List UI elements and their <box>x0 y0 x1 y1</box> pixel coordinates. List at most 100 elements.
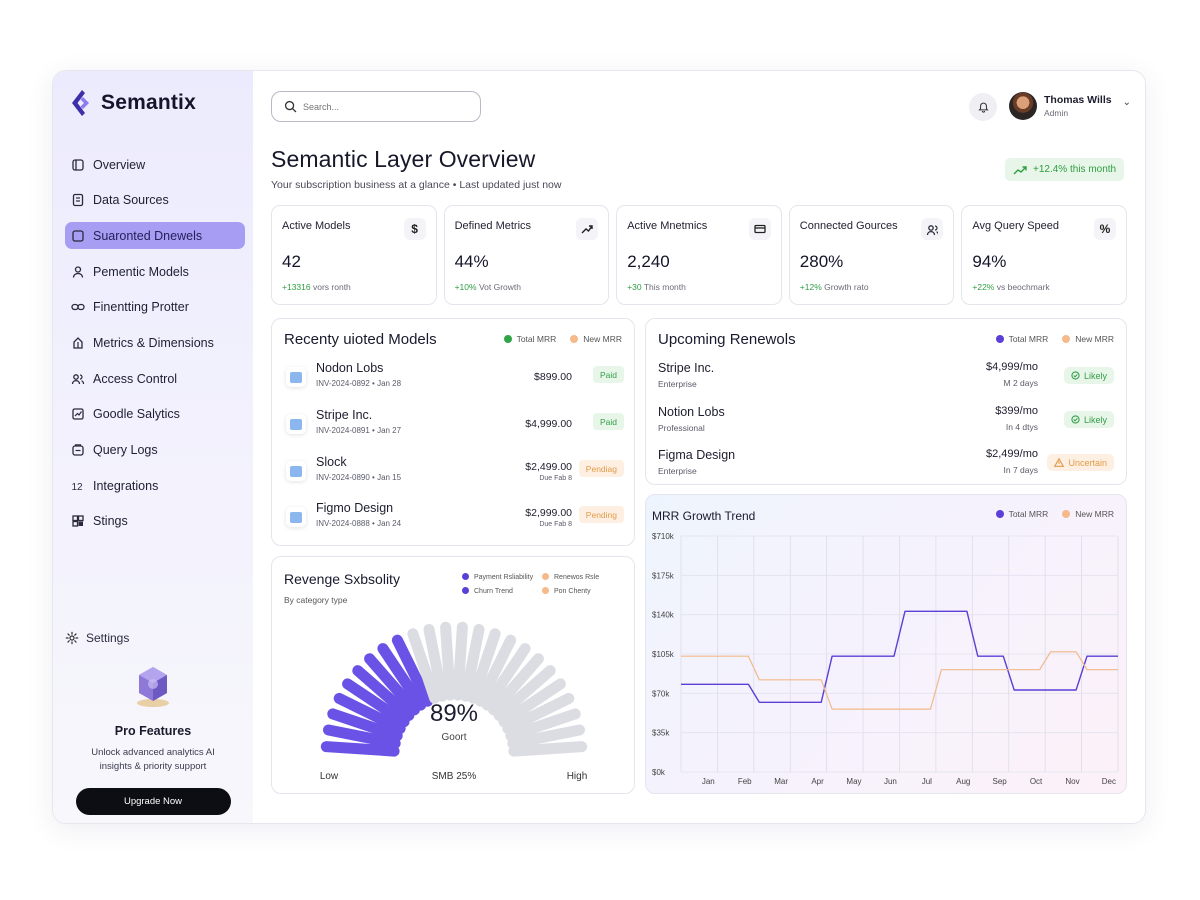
legend-label: New MRR <box>583 334 622 344</box>
kpi-value: 42 <box>282 252 301 271</box>
sidebar-item-data-sources[interactable]: Data Sources <box>65 187 245 214</box>
kpi-card[interactable]: Defined Metrics 44% +10% Vot Growth <box>443 205 610 305</box>
status-badge: Uncertain <box>1047 454 1114 471</box>
x-tick-label: May <box>846 777 861 786</box>
kpi-note: +10% Vot Growth <box>455 282 599 292</box>
page-subtitle: Your subscription business at a glance •… <box>271 179 562 191</box>
renewal-due: In 4 dtys <box>1005 422 1038 432</box>
sidebar-item-query-logs[interactable]: Query Logs <box>65 437 245 464</box>
y-tick-label: $35k <box>652 729 670 738</box>
logs-icon <box>71 443 85 457</box>
status-badge: Likely <box>1063 367 1114 384</box>
kpi-change: +13316 <box>282 282 311 292</box>
legend-item: Total MRR <box>503 334 556 344</box>
kpi-note: +13316 vors ronth <box>282 282 426 292</box>
kpi-card[interactable]: Connected Gources 280% +12% Growth rato <box>788 205 955 305</box>
status-badge-label: Likely <box>1083 414 1107 425</box>
legend: Total MRR New MRR <box>995 509 1114 519</box>
pro-card: Pro Features Unlock advanced analytics A… <box>53 665 253 815</box>
model-file-icon <box>286 367 306 387</box>
y-tick-label: $175k <box>652 571 675 580</box>
list-item[interactable]: Nodon Lobs INV-2024-0892 • Jan 28 $899.00 P… <box>284 361 624 401</box>
kpi-card[interactable]: Avg Query Speed% 94% +22% vs beochmark <box>961 205 1127 305</box>
model-file-icon <box>286 414 306 434</box>
kpi-change: +30 <box>627 282 642 292</box>
sidebar-item-label: Access Control <box>93 371 178 386</box>
gauge-segment <box>505 708 581 742</box>
user-menu[interactable]: Thomas Wills Admin ⌄ <box>1009 92 1131 120</box>
gauge-segment <box>342 678 410 728</box>
legend-item: New MRR <box>1062 509 1114 519</box>
list-item[interactable]: Slock INV-2024-0890 • Jan 15 $2,499.00 Due … <box>284 455 624 495</box>
trend-icon <box>576 218 599 240</box>
model-amount: $899.00 <box>534 371 572 383</box>
list-item[interactable]: Stripe Inc. INV-2024-0891 • Jan 27 $4,999.… <box>284 408 624 448</box>
growth-badge-text: +12.4% this month <box>1033 164 1117 175</box>
legend-item: Payment Rsliability <box>462 573 542 581</box>
sidebar-item-label: Metrics & Dimensions <box>93 335 214 350</box>
dollar-icon: $ <box>403 218 426 240</box>
sidebar-item-integrations[interactable]: 12 Integrations <box>65 472 245 499</box>
kpi-note-text: Vot Growth <box>478 282 522 292</box>
card-icon <box>748 218 771 240</box>
gauge-segment <box>440 621 456 701</box>
upgrade-button[interactable]: Upgrade Now <box>75 788 231 815</box>
legend-item: New MRR <box>1062 334 1114 344</box>
percent-icon: % <box>1093 218 1116 240</box>
search-input[interactable] <box>303 101 463 112</box>
pro-description: Unlock advanced analytics AI insights & … <box>91 747 215 772</box>
search-box[interactable] <box>271 91 481 122</box>
y-tick-label: $105k <box>652 650 675 659</box>
sidebar-item-goodle-salytics[interactable]: Goodle Salytics <box>65 401 245 428</box>
gauge-segment <box>320 741 400 757</box>
kpi-label: Active Models <box>282 220 351 232</box>
kpi-note-text: This month <box>643 282 686 292</box>
x-tick-label: Mar <box>774 777 788 786</box>
list-item[interactable]: Notion Lobs Professional $399/mo In 4 dtys L… <box>658 405 1114 441</box>
list-item[interactable]: Stripe Inc. Enterprise $4,999/mo M 2 days Li… <box>658 361 1114 397</box>
gauge-segment <box>352 665 415 721</box>
notifications-button[interactable] <box>969 93 997 121</box>
x-tick-label: Sep <box>993 777 1008 786</box>
kpi-label: Connected Gources <box>799 220 898 232</box>
sidebar-item-finentting-protter[interactable]: Finentting Protter <box>65 294 245 321</box>
renewal-plan: Enterprise <box>658 466 697 476</box>
chart-title: MRR Growth Trend <box>652 509 756 523</box>
legend-item: New MRR <box>570 334 622 344</box>
status-badge-label: Uncertain <box>1068 457 1107 468</box>
sidebar-settings[interactable]: Settings <box>65 631 129 645</box>
sidebar-item-metrics-dimensions[interactable]: Metrics & Dimensions <box>65 329 245 356</box>
mrr-trend-panel: $0k $35k $70k $105k $140k $175k $710k Jan Feb Mar… <box>645 494 1127 794</box>
gauge-segment <box>452 621 468 701</box>
brand[interactable]: Semantix <box>69 89 196 117</box>
users-icon <box>921 218 944 240</box>
legend-label: Total MRR <box>1008 334 1049 344</box>
gauge-segment <box>481 643 531 711</box>
gauge-segment <box>391 634 433 707</box>
gauge-segment <box>327 708 403 742</box>
renewal-name: Stripe Inc. <box>658 361 715 375</box>
sidebar-item-suaronted-dnewels[interactable]: Suaronted Dnewels <box>65 222 245 250</box>
renewal-due: M 2 days <box>1003 378 1039 388</box>
model-amount: $2,499.00 <box>525 461 572 473</box>
status-badge: Pending <box>578 506 624 523</box>
upcoming-renewals-panel: Upcoming Renewols Total MRR New MRR Stri… <box>645 318 1127 485</box>
model-meta: INV-2024-0890 • Jan 15 <box>316 473 402 482</box>
gauge-segment <box>377 643 427 711</box>
list-item[interactable]: Figma Design Enterprise $2,499/mo In 7 days… <box>658 448 1114 484</box>
logo-icon <box>72 90 89 116</box>
status-badge: Likely <box>1063 411 1114 428</box>
status-badge-label: Likely <box>1083 370 1107 381</box>
x-tick-label: Jul <box>922 777 932 786</box>
kpi-card[interactable]: Active Models $42 +13316 vors ronth <box>271 205 437 305</box>
list-item[interactable]: Figmo Design INV-2024-0888 • Jan 24 $2,999… <box>284 501 624 541</box>
sidebar-item-stings[interactable]: Stings <box>65 508 245 535</box>
sidebar-item-overview[interactable]: Overview <box>65 151 245 178</box>
gauge-segment <box>323 724 401 749</box>
renewal-amount: $399/mo <box>995 405 1038 417</box>
sidebar-item-access-control[interactable]: Access Control <box>65 365 245 392</box>
sidebar-item-pementic-models[interactable]: Pementic Models <box>65 258 245 285</box>
model-meta: INV-2024-0892 • Jan 28 <box>316 379 402 388</box>
kpi-card[interactable]: Active Mnetmics 2,240 +30 This month <box>616 205 782 305</box>
kpi-value: 2,240 <box>627 252 670 271</box>
